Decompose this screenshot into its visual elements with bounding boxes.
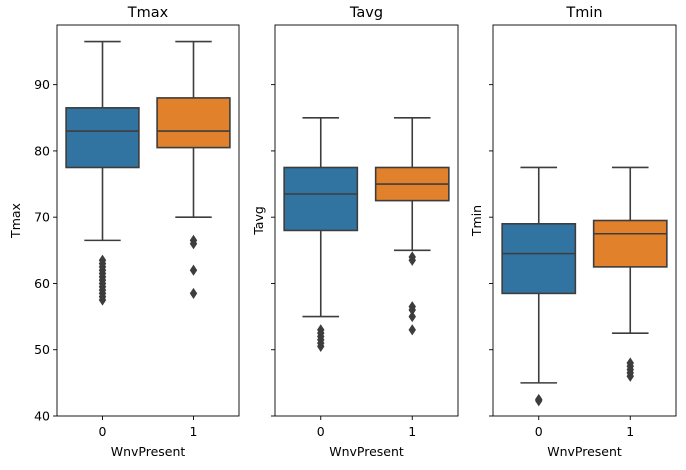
outlier-point xyxy=(317,340,325,352)
x-tick-label: 0 xyxy=(317,424,325,439)
plot-frame xyxy=(56,24,240,417)
y-tick-label: 70 xyxy=(34,210,50,225)
x-tick-label: 0 xyxy=(535,424,543,439)
x-tick-label: 1 xyxy=(190,424,198,439)
panel-title: Tavg xyxy=(349,5,383,21)
outlier-point xyxy=(408,311,416,323)
plot-frame xyxy=(492,24,677,417)
x-axis-label: WnvPresent xyxy=(547,444,622,459)
y-tick-label: 60 xyxy=(34,276,50,291)
outlier-point xyxy=(98,294,107,306)
y-tick-label: 50 xyxy=(34,342,50,357)
x-axis-label: WnvPresent xyxy=(329,444,404,459)
y-tick-label: 40 xyxy=(34,409,50,424)
panel-title: Tmax xyxy=(127,5,169,21)
y-tick-label: 90 xyxy=(34,77,50,92)
outlier-point xyxy=(189,238,198,250)
x-axis-label: WnvPresent xyxy=(111,444,186,459)
box-tmin-1 xyxy=(592,219,668,268)
outlier-point xyxy=(408,324,416,336)
outlier-point xyxy=(535,395,543,407)
box-tmin-0 xyxy=(501,223,577,295)
outlier-point xyxy=(626,370,634,382)
y-axis-label: Tmin xyxy=(469,205,484,237)
outlier-point xyxy=(408,254,416,266)
x-tick-label: 0 xyxy=(99,424,107,439)
panel-title: Tmin xyxy=(565,5,602,21)
y-axis-label: Tavg xyxy=(251,206,266,236)
plot-frame xyxy=(274,24,459,417)
box-tmax-1 xyxy=(156,97,231,149)
y-axis-label: Tmax xyxy=(8,203,23,239)
outlier-point xyxy=(189,287,198,299)
x-tick-label: 1 xyxy=(626,424,634,439)
box-tmax-0 xyxy=(65,107,140,169)
box-tavg-0 xyxy=(283,166,359,232)
outlier-point xyxy=(189,264,198,276)
x-tick-label: 1 xyxy=(408,424,416,439)
y-tick-label: 80 xyxy=(34,143,50,158)
